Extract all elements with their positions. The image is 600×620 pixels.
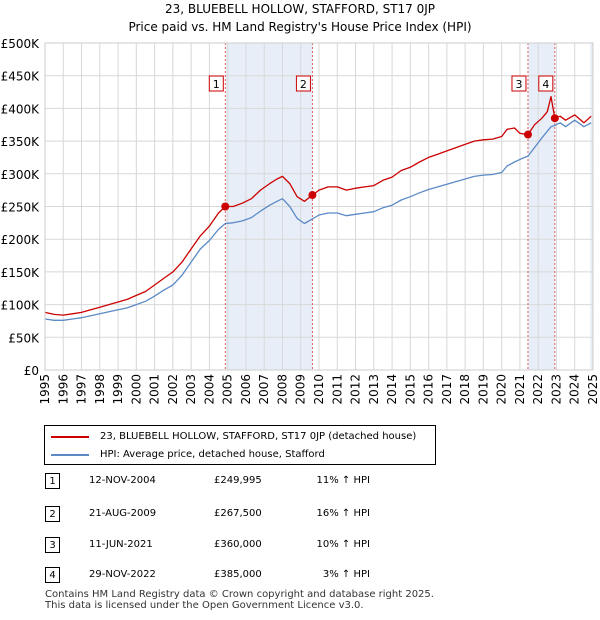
chart-legend: 23, BLUEBELL HOLLOW, STAFFORD, ST17 0JP …	[44, 425, 436, 465]
footer-line-1: Contains HM Land Registry data © Crown c…	[45, 589, 434, 600]
transaction-row: 2 21-AUG-2009 £267,500 16% ↑ HPI	[0, 505, 600, 525]
transaction-number: 3	[45, 537, 60, 553]
transaction-date: 29-NOV-2022	[89, 569, 156, 580]
x-tick-label: 2003	[184, 374, 198, 405]
x-tick-label: 2009	[294, 374, 308, 405]
annotation-box	[208, 75, 224, 92]
x-tick-label: 2024	[568, 374, 582, 405]
x-tick-label: 2002	[166, 374, 180, 405]
plot-frame	[44, 42, 594, 371]
legend-swatch-hpi	[51, 454, 89, 456]
x-tick-label: 2023	[549, 374, 563, 405]
transaction-hpi: 11% ↑ HPI	[316, 475, 370, 486]
x-tick-label: 2015	[403, 374, 417, 405]
x-tick-label: 2018	[458, 374, 472, 405]
sale-point	[550, 114, 559, 123]
y-tick-label: £350K	[1, 135, 41, 149]
x-tick-label: 2025	[586, 374, 600, 405]
x-tick-label: 2007	[257, 374, 271, 405]
x-tick-label: 2001	[148, 374, 162, 405]
transaction-number: 1	[45, 473, 60, 489]
transaction-date: 21-AUG-2009	[89, 508, 157, 519]
x-tick-label: 2011	[330, 374, 344, 405]
x-tick-label: 2019	[476, 374, 490, 405]
transaction-date: 12-NOV-2004	[89, 475, 156, 486]
transaction-price: £249,995	[214, 475, 262, 486]
footer-line-2: This data is licensed under the Open Gov…	[45, 600, 364, 611]
annotation-box	[538, 75, 554, 92]
transaction-row: 1 12-NOV-2004 £249,995 11% ↑ HPI	[0, 472, 600, 492]
x-tick-label: 2021	[513, 374, 527, 405]
annotation-box	[511, 75, 527, 92]
transaction-number: 4	[45, 567, 60, 583]
y-tick-label: £500K	[1, 37, 41, 51]
x-tick-label: 2017	[440, 374, 454, 405]
y-tick-label: £200K	[1, 233, 41, 247]
annotation-label: 3	[515, 78, 522, 91]
transaction-price: £360,000	[214, 539, 262, 550]
x-tick-label: 2013	[367, 374, 381, 405]
y-tick-label: £250K	[1, 201, 41, 215]
sale-point	[221, 202, 230, 211]
x-tick-label: 2022	[531, 374, 545, 405]
footer-note: Contains HM Land Registry data © Crown c…	[45, 589, 434, 611]
x-tick-label: 2006	[239, 374, 253, 405]
price-chart: 23, BLUEBELL HOLLOW, STAFFORD, ST17 0JP …	[1, 2, 600, 405]
annotation-label: 2	[300, 78, 307, 91]
sale-point	[523, 130, 532, 139]
y-tick-label: £50K	[8, 331, 40, 345]
transaction-hpi: 16% ↑ HPI	[316, 508, 370, 519]
transaction-number: 2	[45, 506, 60, 522]
property-price-line	[44, 95, 592, 316]
x-tick-label: 1999	[111, 374, 125, 405]
x-tick-label: 1997	[75, 374, 89, 405]
x-tick-label: 1996	[56, 374, 70, 405]
x-tick-label: 2020	[495, 374, 509, 405]
sale-point	[308, 191, 317, 200]
y-tick-label: £400K	[1, 102, 41, 116]
transaction-price: £385,000	[214, 569, 262, 580]
transaction-date: 11-JUN-2021	[89, 539, 153, 550]
x-tick-label: 1998	[93, 374, 107, 405]
legend-label-property: 23, BLUEBELL HOLLOW, STAFFORD, ST17 0JP …	[100, 431, 417, 442]
x-tick-label: 2012	[349, 374, 363, 405]
transaction-price: £267,500	[214, 508, 262, 519]
x-tick-label: 2008	[275, 374, 289, 405]
chart-title: 23, BLUEBELL HOLLOW, STAFFORD, ST17 0JP	[165, 2, 435, 16]
x-tick-label: 2004	[202, 374, 216, 405]
x-tick-label: 2000	[129, 374, 143, 405]
y-tick-label: £450K	[1, 70, 41, 84]
legend-label-hpi: HPI: Average price, detached house, Staf…	[100, 449, 325, 460]
transaction-hpi: 10% ↑ HPI	[316, 539, 370, 550]
annotation-label: 1	[213, 78, 220, 91]
x-tick-label: 1995	[38, 374, 52, 405]
x-tick-label: 2005	[221, 374, 235, 405]
transaction-hpi: 3% ↑ HPI	[322, 569, 370, 580]
transaction-row: 4 29-NOV-2022 £385,000 3% ↑ HPI	[0, 566, 600, 586]
x-tick-label: 2014	[385, 374, 399, 405]
annotation-label: 4	[542, 78, 549, 91]
annotation-box	[295, 75, 311, 92]
legend-swatch-property	[51, 436, 89, 438]
y-tick-label: £100K	[1, 299, 41, 313]
x-tick-label: 2016	[422, 374, 436, 405]
transaction-row: 3 11-JUN-2021 £360,000 10% ↑ HPI	[0, 536, 600, 556]
y-tick-label: £300K	[1, 168, 41, 182]
y-tick-label: £150K	[1, 266, 41, 280]
y-tick-label: £0	[24, 364, 39, 378]
chart-subtitle: Price paid vs. HM Land Registry's House …	[128, 20, 471, 34]
hpi-line	[44, 119, 592, 321]
x-tick-label: 2010	[312, 374, 326, 405]
